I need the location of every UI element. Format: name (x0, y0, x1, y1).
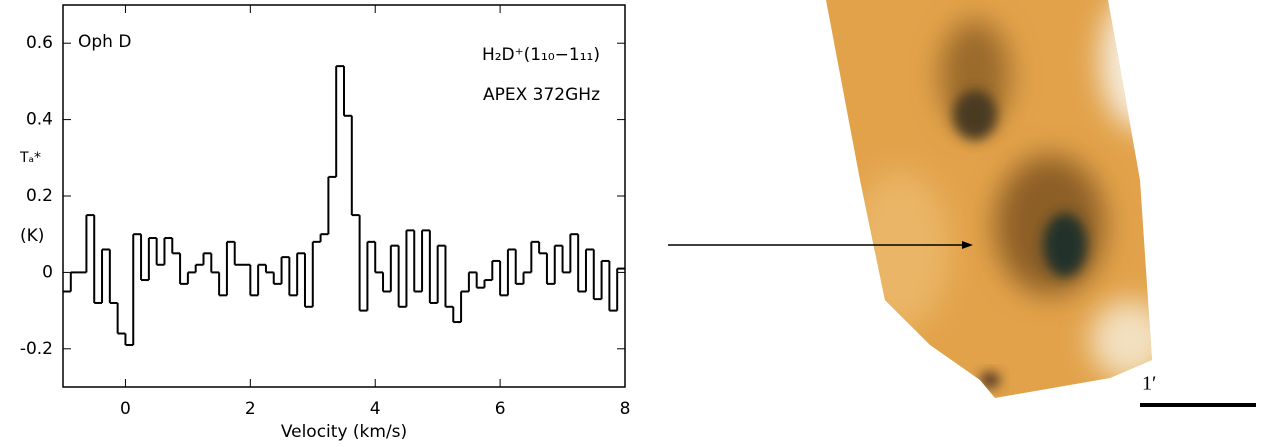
map-image (826, 0, 1152, 398)
y-tick-label: 0.2 (26, 186, 53, 206)
y-tick-label: -0.2 (20, 339, 53, 359)
annotation: APEX 372GHz (483, 85, 600, 105)
annotation: Oph D (78, 32, 131, 52)
x-tick-label: 2 (245, 399, 256, 419)
annotation: H₂D⁺(1₁₀−1₁₁) (482, 45, 600, 65)
arrow-head (962, 241, 973, 249)
y-tick-label: 0.6 (26, 33, 53, 53)
x-tick-label: 0 (120, 399, 131, 419)
x-label: Velocity (km/s) (281, 422, 407, 442)
x-tick-label: 6 (495, 399, 506, 419)
y-tick-label: 0 (42, 262, 53, 282)
x-tick-label: 8 (620, 399, 631, 419)
y-label: (K) (20, 226, 44, 246)
x-tick-label: 4 (370, 399, 381, 419)
y-tick-label: 0.4 (26, 110, 53, 130)
y-label: Tₐ* (19, 150, 41, 166)
scale-label: 1′ (1142, 373, 1156, 395)
